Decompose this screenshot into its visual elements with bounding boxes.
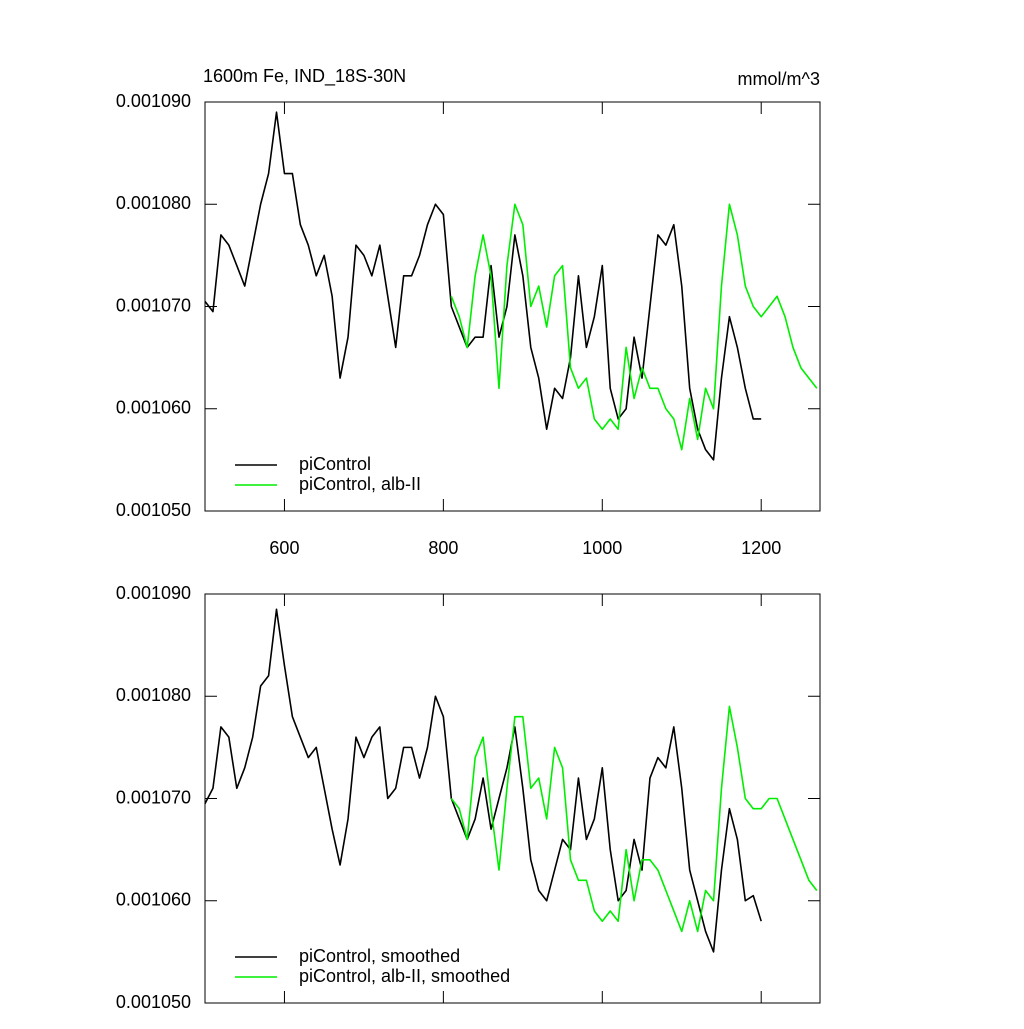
y-tick-label: 0.001080 [116,685,191,705]
plot-frame [204,593,821,1004]
x-tick-label: 600 [269,538,299,558]
y-tick-label: 0.001070 [116,295,191,315]
legend-label: piControl, alb-II [299,474,421,494]
legend-label: piControl, smoothed [299,946,460,966]
y-tick-label: 0.001060 [116,890,191,910]
y-tick-label: 0.001080 [116,193,191,213]
y-tick-label: 0.001050 [116,992,191,1012]
data-line [450,203,818,451]
data-line [204,111,762,461]
x-tick-label: 800 [428,538,458,558]
x-tick-label: 1200 [741,538,781,558]
y-tick-label: 0.001060 [116,398,191,418]
y-tick-label: 0.001090 [116,91,191,111]
chart-title: 1600m Fe, IND_18S-30N [203,66,406,87]
x-tick-label: 1000 [582,538,622,558]
axes [204,101,821,512]
axes [204,593,821,1004]
data-line [204,608,762,953]
legend-label: piControl, alb-II, smoothed [299,966,510,986]
y-tick-label: 0.001070 [116,787,191,807]
y-tick-label: 0.001090 [116,583,191,603]
y-tick-label: 0.001050 [116,500,191,520]
units-label: mmol/m^3 [738,69,820,89]
legend-label: piControl [299,454,371,474]
data-line [450,705,818,933]
plot-frame [204,101,821,512]
